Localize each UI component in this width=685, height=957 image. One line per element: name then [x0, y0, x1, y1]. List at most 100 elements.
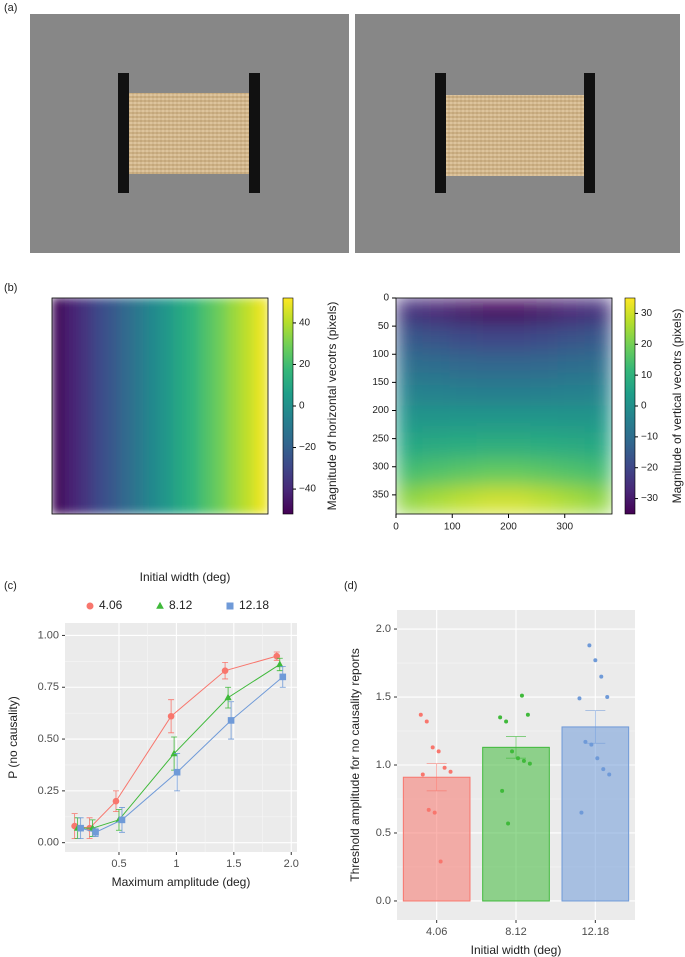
heat-cell [449, 378, 478, 407]
heat-cell [557, 298, 586, 326]
colorbar-tick-label: −30 [641, 493, 658, 504]
heat-cell [557, 459, 586, 488]
x-tick-label: 12.18 [582, 926, 610, 938]
colorbar-label: Magnitude of vertical vecotrs (pixels) [670, 309, 684, 504]
heat-cell [503, 432, 532, 461]
heat-cell [159, 298, 174, 514]
colorbar-tick-label: 30 [641, 308, 653, 319]
heat-cell [422, 324, 451, 353]
data-point [599, 674, 604, 679]
heat-cell [396, 298, 424, 326]
heatmap [52, 298, 268, 514]
colorbar-tick-label: −20 [641, 462, 658, 473]
colorbar-tick-label: 0 [299, 401, 305, 412]
heat-cell [530, 298, 559, 326]
heat-cell [396, 486, 424, 514]
legend-marker [226, 602, 234, 610]
heat-cell [557, 378, 586, 407]
colorbar-tick-label: −10 [641, 431, 658, 442]
heat-cell [396, 459, 424, 488]
bar [118, 73, 129, 193]
data-point [221, 667, 229, 674]
data-point [577, 696, 582, 701]
data-point [432, 810, 437, 815]
heatmap-cells [52, 298, 268, 514]
bar [482, 746, 550, 902]
colorbar-tick-label: 0 [641, 401, 647, 412]
heat-cell [530, 378, 559, 407]
heat-cell [254, 298, 268, 514]
heat-cell [422, 378, 451, 407]
heat-cell [146, 298, 161, 514]
x-axis-title: Maximum amplitude (deg) [112, 875, 251, 889]
panel-label: (d) [344, 580, 357, 592]
y-tick-label: 300 [372, 461, 389, 472]
y-tick-label: 1.00 [38, 629, 59, 641]
y-tick-label: 1.5 [376, 691, 391, 703]
heat-cell [557, 405, 586, 434]
bar [584, 73, 595, 193]
x-axis-title: Initial width (deg) [471, 943, 562, 957]
data-point [424, 719, 429, 724]
data-point [589, 742, 594, 747]
heat-cell [530, 432, 559, 461]
y-axis-title: P (no causality) [6, 696, 20, 778]
heat-cell [119, 298, 134, 514]
data-point [436, 749, 441, 754]
error-bar [585, 710, 606, 744]
texture [446, 95, 584, 176]
heat-cell [396, 432, 424, 461]
heat-cell [422, 351, 451, 380]
colorbar-label: Magnitude of horizontal vecotrs (pixels) [325, 302, 339, 511]
data-point [118, 816, 126, 824]
heat-cell [92, 298, 107, 514]
heat-cell [132, 298, 147, 514]
y-tick-label: 200 [372, 405, 389, 416]
data-point [607, 772, 612, 777]
heat-cell [584, 432, 612, 461]
y-tick-label: 1.0 [376, 759, 391, 771]
heat-cell [449, 432, 478, 461]
heatmap [396, 298, 612, 514]
data-point [498, 715, 503, 720]
x-tick-label: 2.0 [284, 858, 299, 870]
colorbar [282, 297, 294, 515]
data-point [418, 712, 423, 717]
y-tick-label: 0.5 [376, 827, 391, 839]
data-point [227, 717, 235, 724]
colorbar-tick-label: 10 [641, 370, 653, 381]
colorbar-tick-label: 20 [299, 359, 311, 370]
y-tick-label: 0.75 [38, 681, 59, 693]
data-point [595, 756, 600, 761]
data-point [112, 797, 120, 805]
heat-cell [476, 324, 505, 353]
heat-cell [503, 486, 532, 514]
heat-cell [422, 486, 451, 514]
data-point [504, 719, 509, 724]
bar [249, 73, 260, 193]
x-tick-label: 4.06 [426, 926, 447, 938]
heat-cell [78, 298, 93, 514]
panel-label: (a) [4, 2, 17, 14]
legend-label: 4.06 [99, 598, 123, 612]
heat-cell [422, 459, 451, 488]
y-tick-label: 50 [378, 321, 390, 332]
colorbar-tick-label: −40 [299, 484, 316, 495]
data-point [77, 824, 84, 832]
y-axis-title: Threshold amplitude for no causality rep… [348, 648, 362, 881]
heat-cell [476, 459, 505, 488]
heat-cell [396, 351, 424, 380]
heat-cell [530, 486, 559, 514]
heat-cell [396, 378, 424, 407]
x-tick-label: 300 [556, 522, 573, 533]
data-point [510, 749, 515, 754]
heat-cell [476, 351, 505, 380]
heat-cell [584, 378, 612, 407]
y-tick-label: 350 [372, 490, 389, 501]
y-tick-label: 0.25 [38, 785, 59, 797]
heat-cell [584, 324, 612, 353]
heat-cell [557, 486, 586, 514]
plot-frame [51, 297, 269, 515]
heat-cell [557, 351, 586, 380]
data-point [276, 660, 284, 668]
